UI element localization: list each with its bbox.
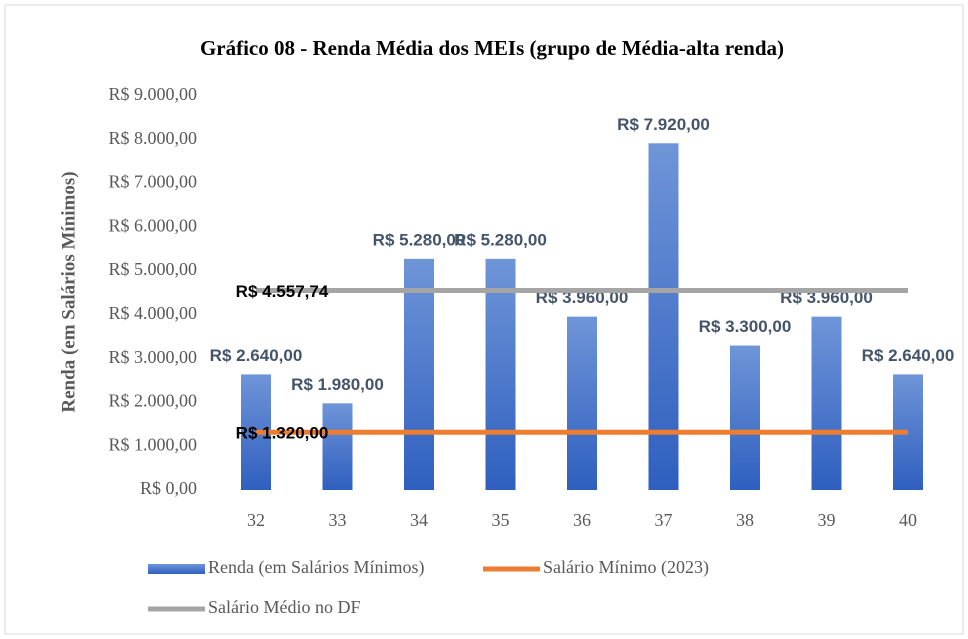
x-tick-label: 35 [492, 510, 510, 530]
legend-label: Salário Mínimo (2023) [543, 557, 709, 578]
y-tick-label: R$ 6.000,00 [108, 215, 197, 235]
y-tick-label: R$ 4.000,00 [108, 303, 197, 323]
bar [730, 345, 760, 490]
bar [404, 258, 434, 490]
y-tick-label: R$ 3.000,00 [108, 347, 197, 367]
x-tick-label: 32 [247, 510, 265, 530]
chart-title: Gráfico 08 - Renda Média dos MEIs (grupo… [200, 36, 784, 60]
data-label: R$ 5.280,00 [373, 230, 466, 249]
x-tick-label: 37 [655, 510, 673, 530]
x-tick-label: 36 [573, 510, 591, 530]
bar [485, 258, 516, 490]
bar [648, 143, 679, 490]
x-tick-label: 38 [736, 510, 754, 530]
data-label: R$ 2.640,00 [862, 346, 955, 365]
bar [322, 403, 353, 490]
data-label: R$ 1.320,00 [236, 424, 329, 443]
data-label: R$ 5.280,00 [454, 230, 547, 249]
chart-frame [4, 4, 964, 635]
bar [567, 316, 597, 490]
y-axis-title: Renda (em Salários Mínimos) [58, 171, 79, 412]
data-label: R$ 3.300,00 [699, 317, 792, 336]
data-label: R$ 1.980,00 [291, 375, 384, 394]
data-label: R$ 2.640,00 [210, 346, 303, 365]
data-label: R$ 4.557,74 [236, 282, 329, 301]
legend-label: Salário Médio no DF [208, 597, 361, 617]
y-tick-label: R$ 2.000,00 [108, 391, 197, 411]
y-tick-label: R$ 9.000,00 [108, 84, 197, 104]
x-tick-label: 33 [329, 510, 347, 530]
data-label: R$ 7.920,00 [617, 115, 710, 134]
x-tick-label: 40 [899, 510, 917, 530]
x-tick-label: 34 [410, 510, 428, 530]
y-tick-label: R$ 0,00 [140, 478, 197, 498]
y-tick-label: R$ 1.000,00 [108, 434, 197, 454]
legend-swatch [148, 564, 205, 574]
bar [811, 316, 842, 490]
legend-label: Renda (em Salários Mínimos) [208, 557, 424, 578]
y-tick-label: R$ 5.000,00 [108, 259, 197, 279]
y-tick-label: R$ 7.000,00 [108, 172, 197, 192]
x-tick-label: 39 [818, 510, 836, 530]
y-tick-label: R$ 8.000,00 [108, 128, 197, 148]
